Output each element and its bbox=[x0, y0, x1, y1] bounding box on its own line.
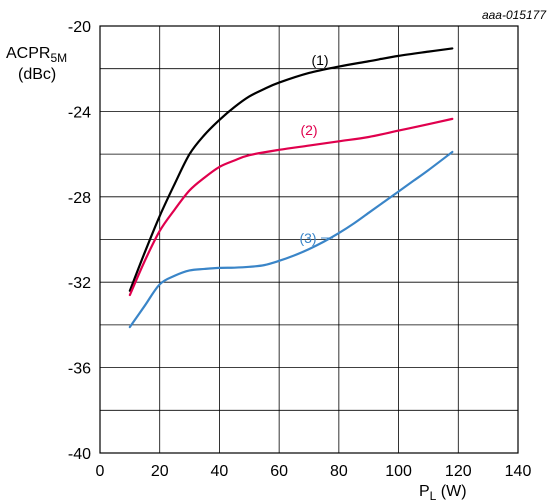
series-line-1 bbox=[128, 47, 454, 292]
series-label-2: (2) bbox=[300, 122, 317, 138]
x-tick-label: 20 bbox=[151, 463, 169, 480]
y-tick-label: -32 bbox=[68, 275, 91, 292]
x-tick-label: 100 bbox=[385, 463, 412, 480]
series-line-3 bbox=[128, 150, 454, 329]
grid-lines bbox=[99, 25, 519, 454]
x-tick-label: 0 bbox=[96, 463, 105, 480]
y-axis-label: ACPR5M bbox=[6, 45, 67, 65]
x-tick-label: 80 bbox=[330, 463, 348, 480]
y-tick-label: -24 bbox=[68, 104, 91, 121]
y-tick-label: -40 bbox=[68, 446, 91, 463]
x-axis-unit: (W) bbox=[436, 483, 466, 500]
y-axis-label-sub: 5M bbox=[50, 51, 67, 65]
y-axis-label-main: ACPR bbox=[6, 45, 50, 62]
x-axis-label-sub: L bbox=[430, 489, 437, 503]
series-label-1: (1) bbox=[311, 52, 328, 68]
y-tick-label: -28 bbox=[68, 190, 91, 207]
series-lines bbox=[128, 47, 454, 329]
series-line-2 bbox=[128, 117, 454, 297]
x-axis-label-main: P bbox=[419, 483, 430, 500]
x-tick-label: 120 bbox=[445, 463, 472, 480]
x-tick-label: 140 bbox=[505, 463, 532, 480]
y-axis-unit: (dBc) bbox=[18, 66, 56, 83]
reference-code: aaa-015177 bbox=[482, 8, 547, 22]
y-tick-label: -20 bbox=[68, 19, 91, 36]
x-tick-labels: 0 20 40 60 80 100 120 140 bbox=[96, 463, 532, 480]
x-tick-label: 40 bbox=[211, 463, 229, 480]
series-label-3: (3) bbox=[299, 230, 316, 246]
plot-frame bbox=[99, 25, 519, 454]
y-tick-labels: -20 -24 -28 -32 -36 -40 bbox=[68, 19, 91, 463]
series-labels: (1) (2) (3) bbox=[299, 52, 328, 246]
y-tick-label: -36 bbox=[68, 361, 91, 378]
x-tick-label: 60 bbox=[270, 463, 288, 480]
x-axis-label: PL (W) bbox=[419, 483, 467, 503]
